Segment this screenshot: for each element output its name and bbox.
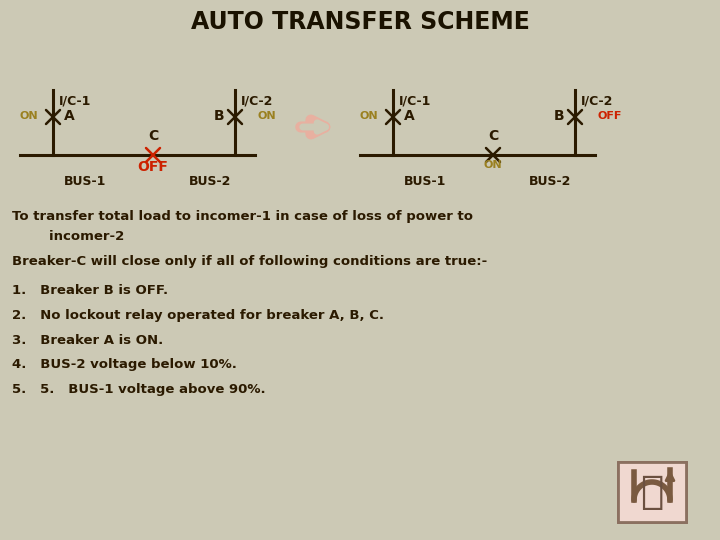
Text: Breaker-C will close only if all of following conditions are true:-: Breaker-C will close only if all of foll… [12, 255, 487, 268]
Text: OFF: OFF [138, 160, 168, 174]
Text: ON: ON [19, 111, 38, 121]
Text: 3.   Breaker A is ON.: 3. Breaker A is ON. [12, 334, 163, 347]
Text: ON: ON [484, 160, 503, 170]
Text: 1.   Breaker B is OFF.: 1. Breaker B is OFF. [12, 284, 168, 297]
Text: 2.   No lockout relay operated for breaker A, B, C.: 2. No lockout relay operated for breaker… [12, 309, 384, 322]
Text: I/C-1: I/C-1 [399, 95, 431, 108]
Text: ON: ON [360, 111, 378, 121]
Text: BUS-1: BUS-1 [64, 175, 106, 188]
Text: BUS-2: BUS-2 [189, 175, 231, 188]
Text: A: A [404, 109, 415, 123]
Text: C: C [488, 129, 498, 143]
Text: I/C-1: I/C-1 [59, 95, 91, 108]
Text: B: B [213, 109, 224, 123]
Text: To transfer total load to incomer-1 in case of loss of power to: To transfer total load to incomer-1 in c… [12, 210, 473, 223]
Text: A: A [64, 109, 75, 123]
Text: incomer-2: incomer-2 [12, 230, 125, 242]
Text: C: C [148, 129, 158, 143]
Text: I/C-2: I/C-2 [241, 95, 274, 108]
Text: BUS-2: BUS-2 [528, 175, 571, 188]
Text: BUS-1: BUS-1 [404, 175, 446, 188]
FancyBboxPatch shape [618, 462, 686, 522]
Text: 5.   5.   BUS-1 voltage above 90%.: 5. 5. BUS-1 voltage above 90%. [12, 383, 266, 396]
Text: I/C-2: I/C-2 [581, 95, 613, 108]
Text: B: B [554, 109, 564, 123]
Text: OFF: OFF [597, 111, 621, 121]
Text: ⮭: ⮭ [640, 473, 664, 511]
Text: 4.   BUS-2 voltage below 10%.: 4. BUS-2 voltage below 10%. [12, 358, 237, 371]
Text: AUTO TRANSFER SCHEME: AUTO TRANSFER SCHEME [191, 10, 529, 34]
Text: ON: ON [257, 111, 276, 121]
FancyBboxPatch shape [618, 462, 686, 522]
